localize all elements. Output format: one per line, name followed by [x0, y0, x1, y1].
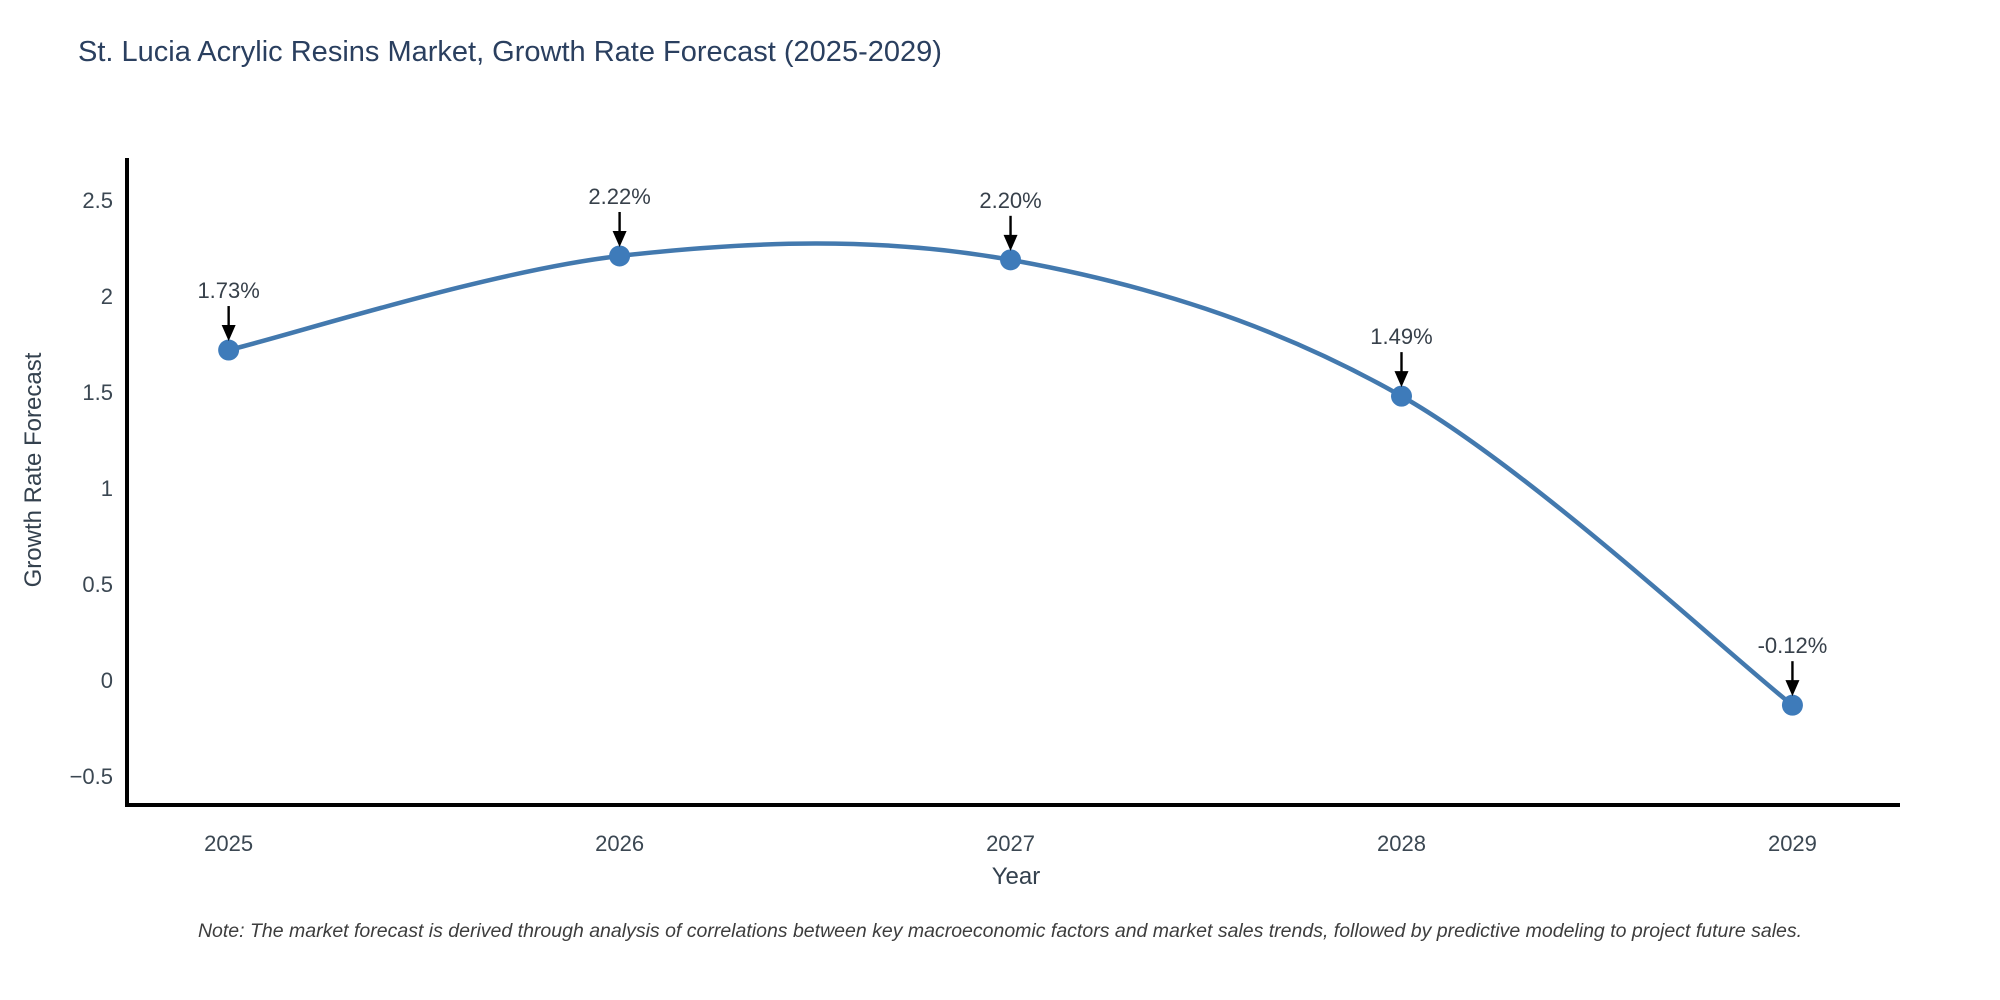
y-tick-label: 1.5: [82, 380, 113, 405]
x-tick-label: 2028: [1377, 831, 1426, 856]
annotation-arrow-head: [1394, 371, 1409, 388]
annotation-arrow-head: [1003, 234, 1018, 251]
chart-title: St. Lucia Acrylic Resins Market, Growth …: [78, 36, 942, 68]
data-point-marker: [1390, 385, 1412, 407]
annotation-arrow-head: [1785, 680, 1800, 697]
annotation-arrow-head: [221, 325, 236, 342]
forecast-line: [226, 241, 1795, 708]
chart-footnote: Note: The market forecast is derived thr…: [197, 920, 1803, 942]
point-annotation: 2.22%: [588, 184, 650, 209]
y-tick-label: 0.5: [82, 572, 113, 597]
x-tick-label: 2027: [986, 831, 1035, 856]
x-tick-label: 2026: [595, 831, 644, 856]
point-annotation: 1.49%: [1370, 324, 1432, 349]
y-tick-label: −0.5: [70, 764, 113, 789]
data-point-marker: [218, 339, 240, 361]
y-tick-label: 2: [101, 284, 113, 309]
data-point-marker: [1000, 249, 1022, 271]
axis-line: [125, 158, 1900, 807]
x-axis-title: Year: [991, 863, 1041, 890]
data-point-marker: [609, 245, 631, 267]
y-tick-label: 1: [101, 476, 113, 501]
annotation-arrow-head: [612, 230, 627, 247]
x-tick-label: 2025: [204, 831, 253, 856]
point-annotation: 1.73%: [197, 278, 259, 303]
y-tick-label: 0: [101, 668, 113, 693]
point-annotation: -0.12%: [1758, 633, 1828, 658]
x-tick-label: 2029: [1768, 831, 1817, 856]
data-point-marker: [1781, 694, 1803, 716]
point-annotation: 2.20%: [979, 188, 1041, 213]
y-tick-label: 2.5: [82, 188, 113, 213]
